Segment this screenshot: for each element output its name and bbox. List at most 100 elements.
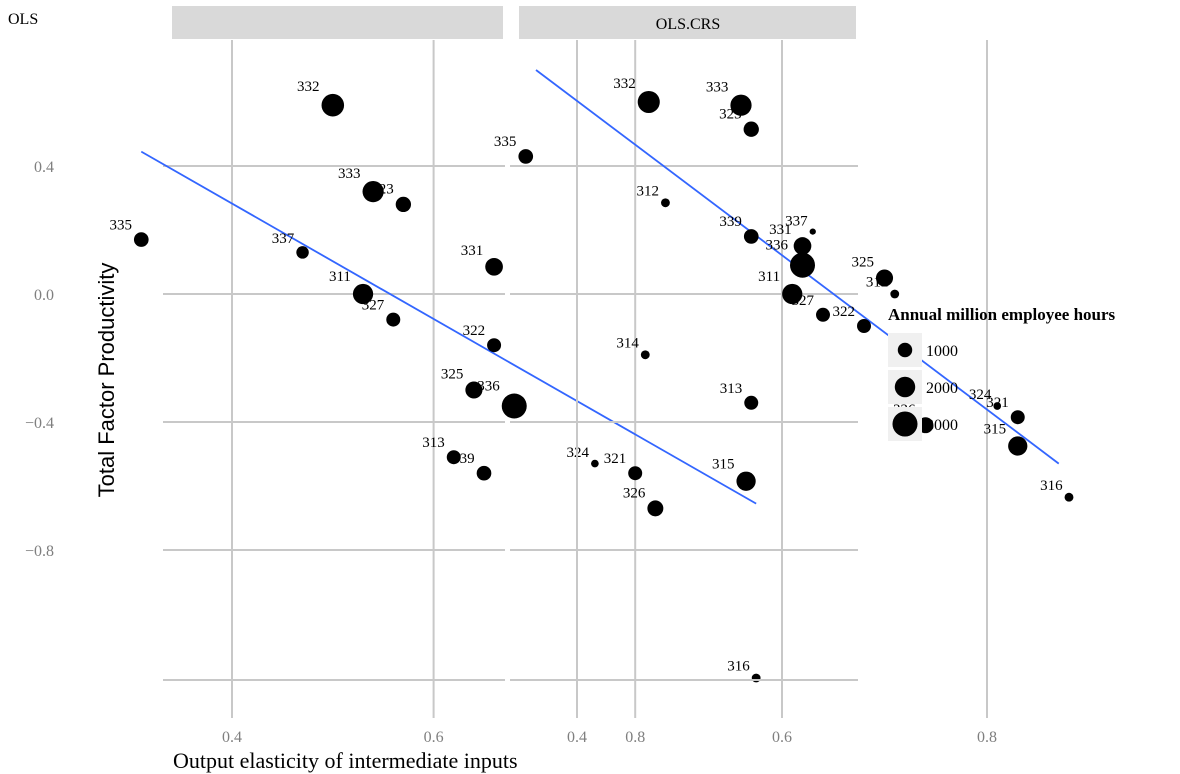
point-label-315: 315 bbox=[984, 421, 1007, 437]
point-label-322: 322 bbox=[833, 304, 856, 320]
point-322 bbox=[487, 338, 502, 353]
point-label-321: 321 bbox=[604, 451, 627, 467]
point-316 bbox=[751, 673, 761, 683]
point-316 bbox=[1064, 492, 1074, 502]
point-336 bbox=[790, 252, 815, 278]
point-337 bbox=[296, 246, 309, 259]
point-322 bbox=[857, 319, 871, 333]
point-325 bbox=[875, 269, 894, 287]
point-321 bbox=[1010, 410, 1025, 425]
point-label-313: 313 bbox=[720, 381, 743, 397]
point-label-314: 314 bbox=[616, 335, 639, 351]
point-323 bbox=[395, 196, 412, 213]
x-axis-title: Output elasticity of intermediate inputs bbox=[173, 748, 518, 773]
point-313 bbox=[446, 450, 461, 465]
point-label-311: 311 bbox=[329, 269, 351, 285]
point-label-327: 327 bbox=[362, 298, 385, 314]
point-label-312: 312 bbox=[866, 275, 889, 291]
point-label-339: 339 bbox=[452, 451, 475, 467]
point-315 bbox=[736, 471, 756, 491]
point-label-336: 336 bbox=[477, 379, 500, 395]
point-331 bbox=[485, 257, 503, 276]
point-label-323: 323 bbox=[371, 182, 394, 198]
point-label-325: 325 bbox=[441, 366, 464, 382]
legend-key-1000 bbox=[897, 342, 913, 358]
point-326 bbox=[647, 500, 664, 517]
point-label-335: 335 bbox=[494, 134, 517, 150]
point-label-325: 325 bbox=[851, 254, 874, 270]
point-335 bbox=[518, 149, 534, 164]
point-label-324: 324 bbox=[969, 387, 992, 403]
page-label: OLS bbox=[8, 11, 38, 28]
gridlines bbox=[510, 40, 988, 718]
legend-title: Annual million employee hours bbox=[888, 305, 1116, 324]
panel-strip bbox=[172, 6, 503, 39]
point-label-333: 333 bbox=[338, 166, 361, 182]
point-313 bbox=[744, 395, 759, 410]
point-337 bbox=[809, 228, 816, 235]
point-label-332: 332 bbox=[297, 79, 320, 95]
point-323 bbox=[743, 121, 759, 137]
point-332 bbox=[637, 90, 660, 114]
panel-strip bbox=[519, 6, 856, 39]
point-335 bbox=[133, 232, 149, 247]
y-tick-label: −0.4 bbox=[25, 415, 54, 432]
point-label-315: 315 bbox=[712, 457, 735, 473]
legend-label-1000: 1000 bbox=[926, 343, 958, 360]
point-324 bbox=[591, 459, 599, 468]
point-311 bbox=[352, 283, 374, 305]
point-314 bbox=[640, 350, 650, 360]
point-325 bbox=[465, 381, 483, 399]
legend-label-3000: 3000 bbox=[926, 417, 958, 434]
point-label-331: 331 bbox=[769, 222, 792, 238]
point-label-324: 324 bbox=[567, 445, 590, 461]
point-label-333: 333 bbox=[706, 80, 729, 96]
point-333 bbox=[730, 94, 752, 116]
point-label-322: 322 bbox=[463, 323, 486, 339]
point-label-337: 337 bbox=[785, 213, 808, 229]
point-label-323: 323 bbox=[719, 107, 742, 123]
point-324 bbox=[993, 402, 1002, 410]
y-tick-label: 0.0 bbox=[34, 287, 54, 304]
point-label-326: 326 bbox=[623, 485, 646, 501]
point-label-337: 337 bbox=[272, 231, 295, 247]
point-332 bbox=[321, 93, 345, 117]
panel-strip-label: OLS.CRS bbox=[656, 16, 720, 33]
point-331 bbox=[793, 237, 812, 255]
legend-key-2000 bbox=[894, 376, 916, 398]
point-label-339: 339 bbox=[719, 214, 742, 230]
point-333 bbox=[362, 181, 384, 203]
point-label-312: 312 bbox=[637, 183, 660, 199]
point-label-313: 313 bbox=[422, 435, 445, 451]
x-tick-label: 0.8 bbox=[625, 729, 645, 746]
point-label-316: 316 bbox=[727, 659, 750, 675]
point-311 bbox=[782, 283, 803, 305]
point-label-336: 336 bbox=[766, 238, 789, 254]
point-339 bbox=[476, 465, 492, 481]
y-axis-title: Total Factor Productivity bbox=[94, 263, 119, 498]
legend-key-3000 bbox=[892, 411, 918, 437]
point-321 bbox=[628, 466, 643, 481]
x-tick-label: 0.6 bbox=[424, 729, 444, 746]
legend: Annual million employee hours 1000 2000 300… bbox=[888, 305, 1116, 441]
point-label-327: 327 bbox=[792, 293, 815, 309]
point-label-335: 335 bbox=[109, 217, 132, 233]
fit-line bbox=[140, 150, 757, 505]
point-312 bbox=[661, 198, 670, 208]
point-327 bbox=[816, 307, 830, 322]
y-tick-label: −0.8 bbox=[25, 543, 54, 560]
point-339 bbox=[743, 229, 759, 244]
gridlines bbox=[163, 40, 637, 718]
y-tick-label: 0.4 bbox=[34, 159, 54, 176]
point-312 bbox=[890, 289, 900, 299]
panel-1: 332 333 323 335 337 331 311 327 312 322 314 325 336 3… bbox=[109, 6, 761, 746]
point-327 bbox=[386, 312, 401, 327]
point-315 bbox=[1008, 436, 1028, 456]
legend-label-2000: 2000 bbox=[926, 380, 958, 397]
x-tick-label: 0.8 bbox=[977, 729, 997, 746]
point-label-331: 331 bbox=[461, 243, 484, 259]
point-label-332: 332 bbox=[613, 76, 636, 92]
x-tick-label: 0.4 bbox=[567, 729, 587, 746]
